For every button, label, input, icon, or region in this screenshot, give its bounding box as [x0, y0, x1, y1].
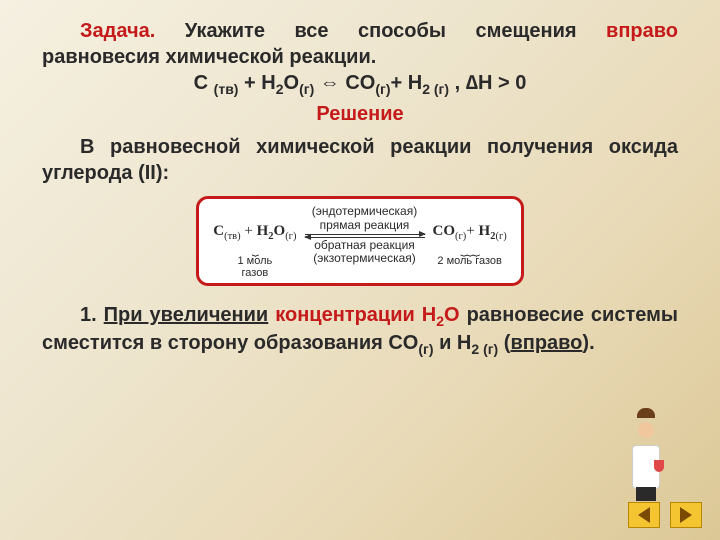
diagram-lhs-formula: C(тв) + H2O(г) — [213, 205, 296, 242]
eq-h2-state: (г) — [434, 81, 449, 97]
eq-co: CO — [345, 72, 375, 94]
lhs-note-bot: газов — [242, 267, 269, 279]
p1-red: концентрации H2O — [275, 304, 459, 326]
dg-c: C — [213, 223, 224, 239]
solution-title: Решение — [42, 103, 678, 126]
eq-dh: , ∆H > 0 — [449, 72, 526, 94]
mid-top1: (эндотермическая) — [312, 205, 417, 219]
intro-paragraph: В равновесной химической реакции получен… — [42, 134, 678, 186]
p1-tail-ul: вправо — [510, 332, 582, 354]
prev-button[interactable] — [628, 502, 660, 528]
mid-bot1: обратная реакция — [314, 239, 415, 253]
dg-rh2-state: (г) — [495, 231, 506, 242]
dg-h2o-state: (г) — [285, 231, 296, 242]
eq-plus1: + H — [238, 72, 275, 94]
eq-c: С — [194, 72, 214, 94]
lhs-note-top: 1 моль — [237, 255, 272, 267]
p1-num: 1. — [80, 304, 104, 326]
slide-content: Задача. Укажите все способы смещения впр… — [0, 0, 720, 359]
task-paragraph: Задача. Укажите все способы смещения впр… — [42, 18, 678, 70]
scientist-head — [638, 422, 654, 438]
task-text-2: равновесия химической реакции. — [42, 46, 376, 68]
lhs-note: 1 моль газов — [237, 255, 272, 279]
task-text-1: Укажите все способы смещения — [155, 20, 606, 42]
p1-co-state: (г) — [418, 341, 433, 357]
eq-h2o-state: (г) — [299, 81, 314, 97]
next-button[interactable] — [670, 502, 702, 528]
dg-plus: + — [241, 223, 257, 239]
diagram-wrap: C(тв) + H2O(г) ⏟ 1 моль газов (эндотерми… — [42, 196, 678, 286]
p1-tail-a: ( — [498, 332, 510, 354]
diagram-lhs: C(тв) + H2O(г) ⏟ 1 моль газов — [213, 205, 296, 279]
dg-rplus: + — [466, 223, 478, 239]
eq-h2-sub: 2 — [422, 81, 434, 97]
point-1: 1. При увеличении концентрации H2O равно… — [42, 302, 678, 358]
dg-c-state: (тв) — [224, 231, 241, 242]
p1-red-b: O — [444, 304, 460, 326]
diagram-rhs: CO(г)+ H2(г) ⏟⏟⏟ 2 моль газов — [433, 205, 507, 267]
scientist-legs — [636, 487, 656, 501]
diagram-middle: (эндотермическая) прямая реакция обратна… — [305, 205, 425, 266]
forward-arrow-icon — [305, 234, 425, 235]
diagram-rhs-formula: CO(г)+ H2(г) — [433, 205, 507, 242]
dg-co-state: (г) — [455, 231, 466, 242]
nav-controls — [628, 502, 702, 528]
task-label: Задача. — [80, 20, 155, 42]
p1-ul: При увеличении — [104, 304, 269, 326]
eq-co-state: (г) — [375, 81, 390, 97]
eq-h2o-sub: 2 — [276, 81, 284, 97]
p1-and: и H — [434, 332, 472, 354]
arrow-right-icon — [680, 507, 692, 523]
p1-red-a: концентрации H — [275, 304, 436, 326]
task-emph: вправо — [606, 20, 678, 42]
flask-icon — [654, 460, 664, 472]
mid-top2: прямая реакция — [320, 219, 410, 233]
p1-h2-state: (г) — [483, 341, 498, 357]
dg-o: O — [274, 223, 286, 239]
eq-c-state: (тв) — [214, 81, 239, 97]
mid-bot2: (экзотермическая) — [313, 252, 416, 266]
dg-co: CO — [433, 223, 456, 239]
reaction-diagram: C(тв) + H2O(г) ⏟ 1 моль газов (эндотерми… — [196, 196, 524, 286]
eq-arrow: ⇔ — [314, 72, 345, 94]
eq-h2o-o: O — [284, 72, 300, 94]
dg-h: H — [257, 223, 269, 239]
reverse-arrow-icon — [305, 237, 425, 238]
p1-red-sub: 2 — [436, 313, 444, 329]
p1-tail-b: ). — [582, 332, 594, 354]
scientist-illustration — [626, 426, 666, 504]
eq-plus2: + H — [391, 72, 423, 94]
rhs-note: 2 моль газов — [437, 255, 501, 267]
p1-h2-sub: 2 — [471, 341, 483, 357]
main-equation: С (тв) + H2O(г) ⇔ CO(г)+ H2 (г) , ∆H > 0 — [42, 72, 678, 97]
dg-rh: H — [479, 223, 491, 239]
scientist-hair — [637, 408, 655, 418]
arrow-left-icon — [638, 507, 650, 523]
